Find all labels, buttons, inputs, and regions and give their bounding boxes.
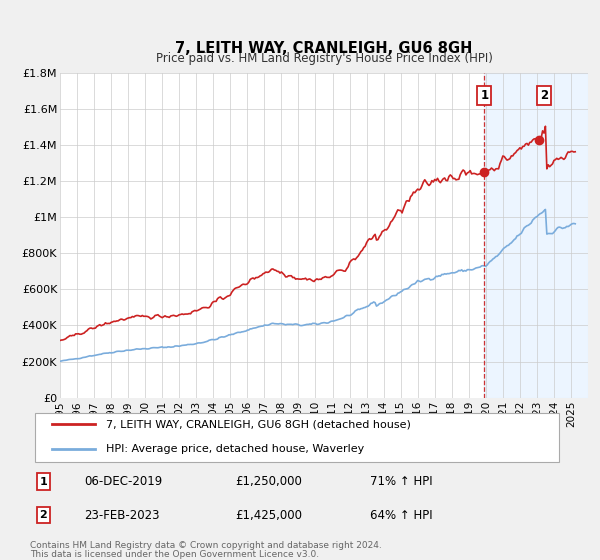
Text: HPI: Average price, detached house, Waverley: HPI: Average price, detached house, Wave… [106,444,364,454]
Text: 71% ↑ HPI: 71% ↑ HPI [370,475,433,488]
Text: 1: 1 [481,89,488,102]
Bar [484,73,588,398]
Text: £1,425,000: £1,425,000 [235,508,302,522]
Text: Contains HM Land Registry data © Crown copyright and database right 2024.: Contains HM Land Registry data © Crown c… [30,542,382,550]
Text: Price paid vs. HM Land Registry's House Price Index (HPI): Price paid vs. HM Land Registry's House … [155,52,493,66]
Text: 23-FEB-2023: 23-FEB-2023 [84,508,160,522]
Text: £1,250,000: £1,250,000 [235,475,302,488]
Text: This data is licensed under the Open Government Licence v3.0.: This data is licensed under the Open Gov… [30,550,319,559]
Text: 1: 1 [40,477,47,487]
FancyBboxPatch shape [35,413,559,462]
Text: 64% ↑ HPI: 64% ↑ HPI [370,508,433,522]
Title: 7, LEITH WAY, CRANLEIGH, GU6 8GH: 7, LEITH WAY, CRANLEIGH, GU6 8GH [175,41,473,57]
Text: 06-DEC-2019: 06-DEC-2019 [84,475,162,488]
Text: 2: 2 [40,510,47,520]
Text: 2: 2 [541,89,548,102]
Text: 7, LEITH WAY, CRANLEIGH, GU6 8GH (detached house): 7, LEITH WAY, CRANLEIGH, GU6 8GH (detach… [106,419,410,430]
